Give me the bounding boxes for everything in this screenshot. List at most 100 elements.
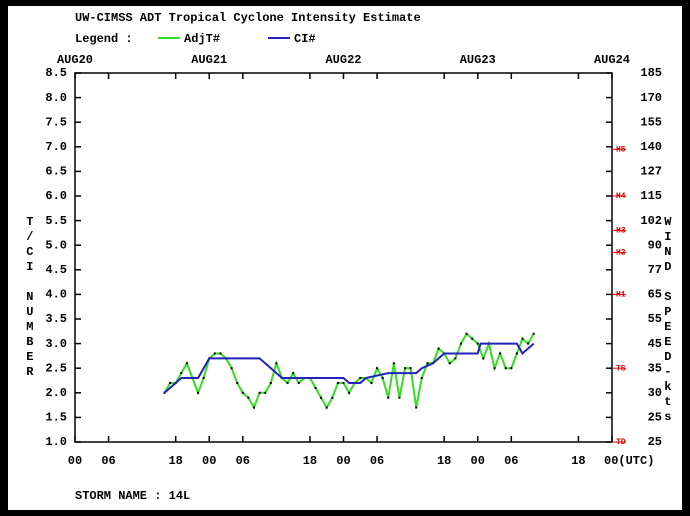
y-tick-label: 3.0	[45, 337, 67, 351]
date-label: AUG21	[191, 53, 227, 67]
point	[420, 377, 423, 380]
y2-tick-label: 185	[640, 66, 662, 80]
x-tick-label: 00	[202, 454, 216, 468]
point	[275, 362, 278, 365]
point	[342, 381, 345, 384]
x-tick-label: 18	[571, 454, 585, 468]
point	[292, 372, 295, 375]
point	[376, 367, 379, 370]
y2-tick-label: 25	[648, 411, 662, 425]
legend-label: Legend :	[75, 32, 133, 46]
x-tick-label: 06	[370, 454, 384, 468]
point	[197, 391, 200, 394]
point	[185, 362, 188, 365]
y-tick-label: 7.0	[45, 140, 67, 154]
y2-tick-label: 45	[648, 337, 662, 351]
point	[202, 377, 205, 380]
date-label: AUG23	[460, 53, 496, 67]
point	[359, 377, 362, 380]
y-tick-label: 5.0	[45, 238, 67, 252]
point	[515, 352, 518, 355]
point	[314, 386, 317, 389]
category-label: H5	[616, 145, 626, 154]
point	[392, 362, 395, 365]
y2-tick-label: 115	[640, 189, 662, 203]
y-axis-label: T/CI NUMBER	[23, 215, 37, 380]
y2-tick-label: 155	[640, 115, 662, 129]
series-line	[163, 342, 535, 394]
point	[258, 391, 261, 394]
y2-tick-label: 90	[648, 238, 662, 252]
x-tick-label: 00	[471, 454, 485, 468]
y2-tick-label: 102	[640, 214, 662, 228]
point	[169, 381, 172, 384]
point	[387, 396, 390, 399]
legend-label: CI#	[294, 32, 316, 46]
x-tick-label: 00	[336, 454, 350, 468]
point	[521, 337, 524, 340]
category-label: H3	[616, 227, 626, 236]
point	[409, 367, 412, 370]
chart-title: UW-CIMSS ADT Tropical Cyclone Intensity …	[75, 11, 421, 25]
y2-tick-label: 170	[640, 91, 662, 105]
category-label: H2	[616, 249, 626, 258]
point	[381, 377, 384, 380]
y-tick-label: 6.5	[45, 165, 67, 179]
point	[241, 391, 244, 394]
date-label: AUG20	[57, 53, 93, 67]
y-tick-label: 1.0	[45, 435, 67, 449]
y2-tick-label: 55	[648, 312, 662, 326]
y-tick-label: 8.5	[45, 66, 67, 80]
y2-tick-label: 65	[648, 288, 662, 302]
category-label: H1	[616, 291, 626, 300]
legend-label: AdjT#	[184, 32, 220, 46]
point	[320, 396, 323, 399]
point	[370, 381, 373, 384]
x-tick-label: 18	[437, 454, 451, 468]
y-tick-label: 4.0	[45, 288, 67, 302]
point	[264, 391, 267, 394]
point	[476, 342, 479, 345]
y-tick-label: 1.5	[45, 411, 67, 425]
point	[415, 406, 418, 409]
point	[297, 381, 300, 384]
point	[247, 396, 250, 399]
x-tick-label: 18	[168, 454, 182, 468]
point	[493, 367, 496, 370]
point	[269, 381, 272, 384]
point	[230, 367, 233, 370]
point	[532, 332, 535, 335]
y-tick-label: 2.0	[45, 386, 67, 400]
point	[286, 381, 289, 384]
point	[219, 352, 222, 355]
point	[331, 396, 334, 399]
point	[325, 406, 328, 409]
y2-tick-label: 77	[648, 263, 662, 277]
point	[454, 357, 457, 360]
point	[426, 362, 429, 365]
point	[437, 347, 440, 350]
x-tick-label: 06	[504, 454, 518, 468]
x-tick-label: 18	[303, 454, 317, 468]
point	[336, 381, 339, 384]
point	[465, 332, 468, 335]
point	[482, 357, 485, 360]
point	[236, 381, 239, 384]
y-tick-label: 7.5	[45, 115, 67, 129]
point	[180, 372, 183, 375]
y-tick-label: 2.5	[45, 361, 67, 375]
point	[459, 342, 462, 345]
point	[213, 352, 216, 355]
y2-tick-label: 140	[640, 140, 662, 154]
point	[471, 337, 474, 340]
point	[504, 367, 507, 370]
x-tick-label: 00	[68, 454, 82, 468]
y-tick-label: 5.5	[45, 214, 67, 228]
point	[348, 391, 351, 394]
x-tick-label: 00(UTC)	[604, 454, 654, 468]
x-tick-label: 06	[101, 454, 115, 468]
date-label: AUG24	[594, 53, 630, 67]
date-label: AUG22	[325, 53, 361, 67]
point	[404, 367, 407, 370]
